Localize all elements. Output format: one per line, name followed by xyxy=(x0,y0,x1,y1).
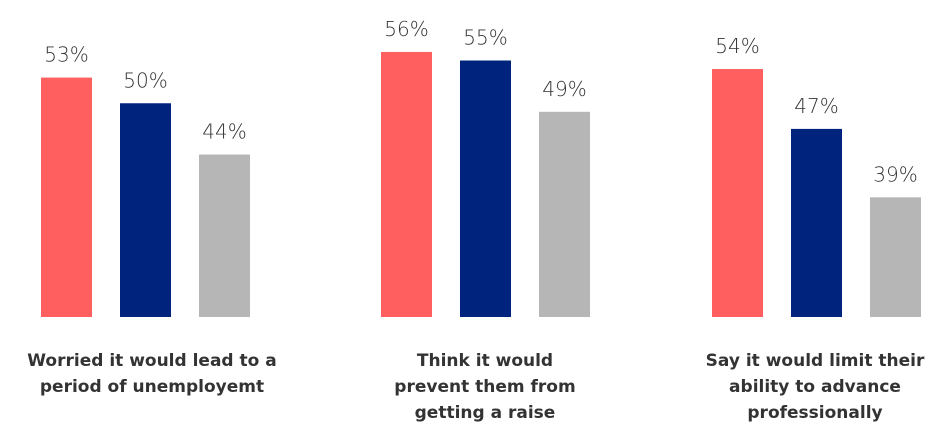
category-label-3-line-1: Say it would limit their xyxy=(706,351,925,371)
category-label-2: Think it would prevent them from getting a… xyxy=(394,351,575,423)
category-label-1-line-1: Worried it would lead to a xyxy=(27,351,276,371)
bar-g1-s2 xyxy=(120,103,171,317)
bar-g3-s3 xyxy=(870,197,921,317)
bar-g2-s3 xyxy=(539,111,590,317)
data-label-g1-s2: 50% xyxy=(123,68,167,92)
bar-g3-s1 xyxy=(712,69,763,317)
data-label-g3-s1: 54% xyxy=(715,34,759,58)
data-label-g3-s2: 47% xyxy=(794,94,838,118)
category-label-2-line-2: prevent them from xyxy=(394,377,575,397)
bar-g3-s2 xyxy=(791,128,842,317)
bar-g2-s2 xyxy=(460,60,511,317)
bar-g2-s1 xyxy=(381,51,432,317)
data-label-g2-s2: 55% xyxy=(463,26,507,50)
data-label-g1-s3: 44% xyxy=(202,120,246,144)
data-label-g1-s1: 53% xyxy=(44,43,88,67)
data-label-g2-s1: 56% xyxy=(384,17,428,41)
bar-g1-s1 xyxy=(41,77,92,317)
data-label-g3-s3: 39% xyxy=(873,162,917,186)
category-label-3: Say it would limit their ability to advan… xyxy=(706,351,925,423)
category-label-1: Worried it would lead to a period of unem… xyxy=(27,351,276,397)
category-label-3-line-2: ability to advance xyxy=(729,377,901,397)
category-label-3-line-3: professionally xyxy=(747,403,882,423)
bar-g1-s3 xyxy=(199,154,250,317)
category-label-2-line-3: getting a raise xyxy=(415,403,556,423)
data-label-g2-s3: 49% xyxy=(542,77,586,101)
category-label-2-line-1: Think it would xyxy=(417,351,553,371)
category-label-1-line-2: period of unemployemt xyxy=(40,377,264,397)
